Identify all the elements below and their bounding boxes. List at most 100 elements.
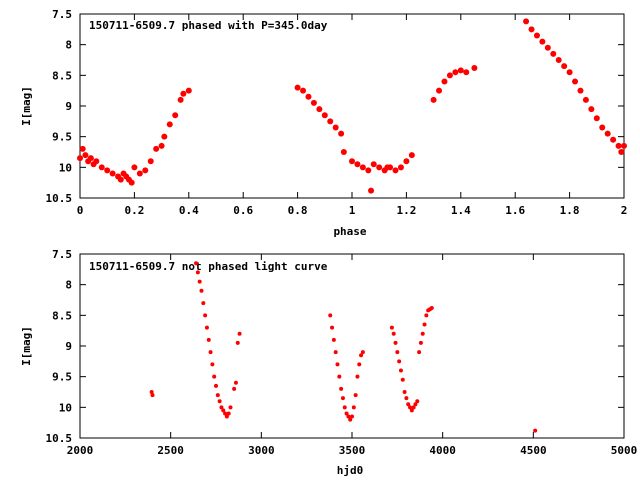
phased-data-point [316,106,323,113]
phased-data-point [457,67,464,74]
unphased-data-point [400,377,405,382]
phased-data-point [177,96,184,103]
phased-data-point [98,164,105,171]
phased-data-point [610,136,617,143]
unphased-data-point [150,393,155,398]
phased-data-point [349,158,355,165]
unphased-plot-frame [79,253,625,439]
phased-data-point [588,106,595,113]
unphased-data-point [418,340,423,345]
phased-data-point [161,133,168,140]
phased-data-point [327,118,334,125]
phased-data-point [158,142,165,149]
unphased-data-point [342,405,347,410]
unphased-data-point [212,374,217,379]
phased-data-point [136,170,143,177]
phased-ytick-label: 10.5 [46,192,73,205]
unphased-data-point [201,301,206,306]
unphased-ticks: 2000 2500 3000 3500 4000 4500 5000 7.5 8 8.5 9 9.5 1… [46,248,638,457]
unphased-data-point [422,322,427,327]
unphased-data-point [228,405,233,410]
unphased-xtick-label: 5000 [611,444,638,457]
unphased-data-point [237,331,242,336]
unphased-data-point [224,414,229,419]
unphased-data-point [232,386,237,391]
unphased-data-point [199,288,204,293]
unphased-data-point [353,393,358,398]
phased-data-point [370,161,377,168]
phased-data-point [618,149,625,155]
phased-data-point [79,145,86,152]
unphased-data-point [206,337,211,342]
phased-data-point [166,121,173,128]
phased-data-point [599,124,606,131]
phased-chart-title: 150711-6509.7 phased with P=345.0day [89,19,328,32]
unphased-xtick-label: 4000 [429,444,456,457]
phased-data-point [539,38,546,45]
phased-ytick-label: 10 [59,161,72,174]
phased-xtick-label: 0 [77,204,84,217]
unphased-data-point [328,313,333,318]
phased-data-point [376,164,383,171]
unphased-data-point [197,279,202,284]
unphased-data-point [533,428,538,433]
unphased-points [149,261,538,433]
phased-xtick-label: 2 [621,204,628,217]
phased-data-point [403,158,410,165]
unphased-data-point [337,374,342,379]
unphased-xtick-label: 3500 [339,444,366,457]
unphased-data-point [417,350,422,355]
phased-ytick-label: 8 [65,39,72,52]
unphased-data-point [204,325,209,330]
phased-data-point [430,96,437,103]
unphased-data-point [424,313,429,318]
phased-data-point [544,44,551,51]
unphased-data-point [393,340,398,345]
phased-xtick-label: 1.8 [560,204,580,217]
unphased-data-point [408,405,413,410]
unphased-x-axis-label: hjd0 [337,464,364,477]
phased-data-point [550,50,557,57]
phased-data-point [93,158,100,165]
phased-data-point [452,69,459,76]
phased-data-point [397,164,404,171]
phased-data-point [572,78,579,85]
phased-data-point [294,84,301,91]
phased-data-point [446,72,453,79]
unphased-data-point [348,417,353,422]
unphased-data-point [346,414,351,419]
unphased-data-point [406,402,411,407]
unphased-data-point [397,359,402,364]
unphased-data-point [402,390,407,394]
phased-xtick-label: 1.4 [451,204,471,217]
unphased-data-point [214,383,218,388]
unphased-data-point [208,350,213,355]
unphased-data-point [221,408,226,413]
phased-data-point [310,99,317,106]
phased-data-point [368,187,375,194]
phased-data-point [128,179,135,186]
phased-data-point [392,167,399,174]
unphased-data-point [195,270,200,275]
unphased-data-point [217,399,222,404]
phased-y-axis-label: I[mag] [20,86,33,126]
unphased-data-point [420,331,425,336]
unphased-data-point [389,325,394,330]
unphased-data-point [233,380,238,385]
unphased-data-point [429,305,434,310]
unphased-ytick-label: 9 [65,340,72,353]
unphased-data-point [413,402,418,407]
unphased-data-point [344,411,349,416]
phased-data-point [338,130,345,137]
unphased-data-point [350,414,354,419]
phased-data-point [147,158,154,165]
unphased-data-point [333,350,338,355]
unphased-data-point [226,411,231,416]
phased-data-point [82,152,89,159]
unphased-xtick-label: 2000 [67,444,94,457]
phased-points [77,18,627,194]
phased-chart: 150711-6509.7 phased with P=345.0day pha… [20,8,627,238]
unphased-xtick-label: 3000 [248,444,275,457]
unphased-data-point [335,362,340,367]
phased-data-point [408,152,415,159]
